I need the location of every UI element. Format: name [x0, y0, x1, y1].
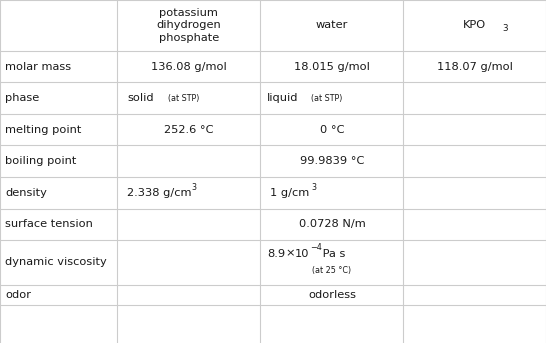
Text: 18.015 g/mol: 18.015 g/mol	[294, 61, 370, 72]
Text: −4: −4	[310, 243, 322, 252]
Text: 1 g/cm: 1 g/cm	[270, 188, 310, 198]
Text: (at STP): (at STP)	[311, 94, 342, 103]
Text: ×: ×	[285, 249, 294, 259]
Text: liquid: liquid	[267, 93, 299, 103]
Text: 0.0728 N/m: 0.0728 N/m	[299, 219, 365, 229]
Text: 252.6 °C: 252.6 °C	[164, 125, 213, 135]
Text: melting point: melting point	[5, 125, 82, 135]
Text: boiling point: boiling point	[5, 156, 77, 166]
Text: 136.08 g/mol: 136.08 g/mol	[151, 61, 227, 72]
Text: 2.338 g/cm: 2.338 g/cm	[127, 188, 192, 198]
Text: solid: solid	[127, 93, 154, 103]
Text: 10: 10	[294, 249, 309, 259]
Text: molar mass: molar mass	[5, 61, 72, 72]
Text: 3: 3	[502, 24, 508, 33]
Text: dynamic viscosity: dynamic viscosity	[5, 257, 107, 268]
Text: (at 25 °C): (at 25 °C)	[312, 267, 352, 275]
Text: (at STP): (at STP)	[168, 94, 199, 103]
Text: potassium
dihydrogen
phosphate: potassium dihydrogen phosphate	[157, 8, 221, 43]
Text: 8.9: 8.9	[267, 249, 285, 259]
Text: water: water	[316, 20, 348, 31]
Text: surface tension: surface tension	[5, 219, 93, 229]
Text: 3: 3	[312, 183, 317, 192]
Text: Pa s: Pa s	[319, 249, 346, 259]
Text: odor: odor	[5, 290, 32, 300]
Text: density: density	[5, 188, 48, 198]
Text: 99.9839 °C: 99.9839 °C	[300, 156, 364, 166]
Text: 0 °C: 0 °C	[320, 125, 344, 135]
Text: KPO: KPO	[463, 20, 486, 31]
Text: odorless: odorless	[308, 290, 356, 300]
Text: 118.07 g/mol: 118.07 g/mol	[437, 61, 513, 72]
Text: 3: 3	[192, 183, 197, 192]
Text: phase: phase	[5, 93, 40, 103]
